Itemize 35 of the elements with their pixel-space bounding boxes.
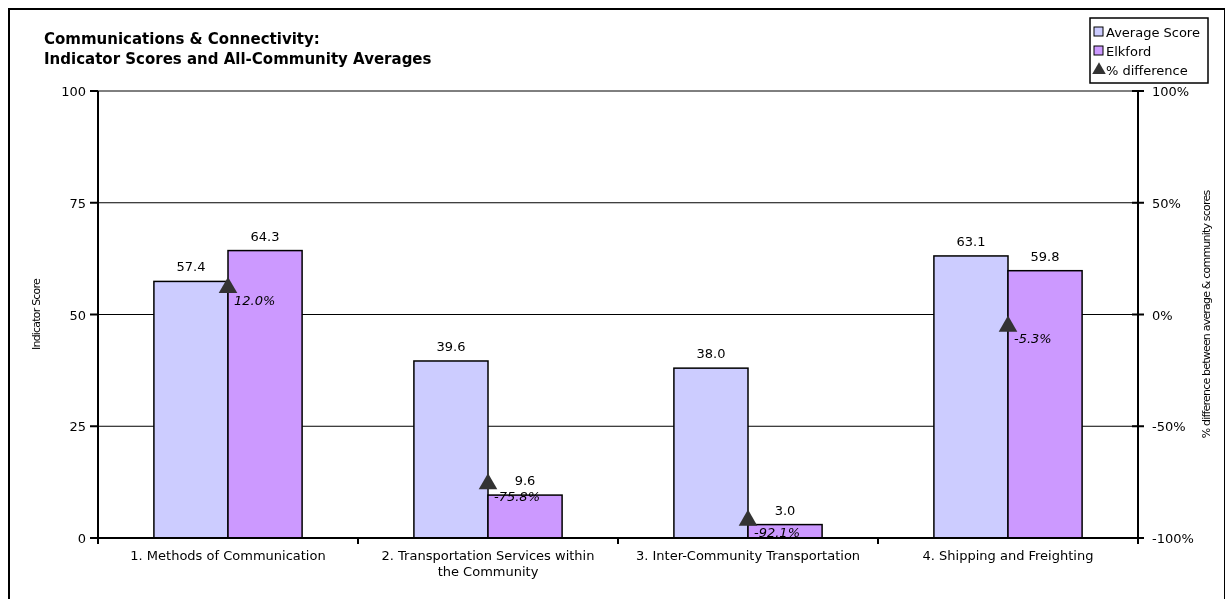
data-label: -92.1% <box>754 525 800 541</box>
y-tick-label: 25 <box>69 419 86 435</box>
x-tick-label: 4. Shipping and Freighting <box>922 548 1094 563</box>
x-tick-label: 2. Transportation Services within the Community <box>381 548 595 579</box>
y2-tick-label: -50% <box>1152 419 1186 435</box>
data-label: 63.1 <box>956 233 986 249</box>
y-tick-label: 100 <box>61 84 86 99</box>
y2-tick-label: -100% <box>1152 531 1194 546</box>
point <box>738 509 758 526</box>
y2-tick-label: 100% <box>1152 84 1190 99</box>
y-tick-label: 50 <box>69 307 86 323</box>
y2-axis-title: % difference between average & community scores <box>1200 189 1213 439</box>
legend-label: Elkford <box>1106 44 1152 59</box>
y-tick-label: 0 <box>77 531 86 546</box>
data-label: 57.4 <box>176 259 206 275</box>
data-label: 12.0% <box>234 292 276 308</box>
legend-label: % difference <box>1106 63 1188 78</box>
data-label: -5.3% <box>1014 331 1052 347</box>
point <box>998 315 1018 332</box>
y2-tick-label: 50% <box>1152 195 1181 211</box>
point <box>478 473 498 490</box>
legend-label: Average Score <box>1106 25 1200 40</box>
y-tick-label: 75 <box>69 195 86 211</box>
chart-title: Communications & Connectivity: Indicator Scores and All-Community Averages <box>44 30 432 68</box>
data-label: 39.6 <box>436 338 466 354</box>
x-tick-label: 1. Methods of Communication <box>130 548 326 563</box>
x-tick-label: 3. Inter-Community Transportation <box>635 548 861 563</box>
y2-tick-label: 0% <box>1152 307 1173 323</box>
point <box>218 276 238 294</box>
data-label: 64.3 <box>250 228 280 244</box>
data-label: 38.0 <box>696 346 726 362</box>
data-label: 59.8 <box>1030 248 1060 264</box>
data-label: 9.6 <box>514 473 536 489</box>
y-axis-title: Indicator Score <box>30 278 43 350</box>
data-label: 3.0 <box>774 502 796 518</box>
